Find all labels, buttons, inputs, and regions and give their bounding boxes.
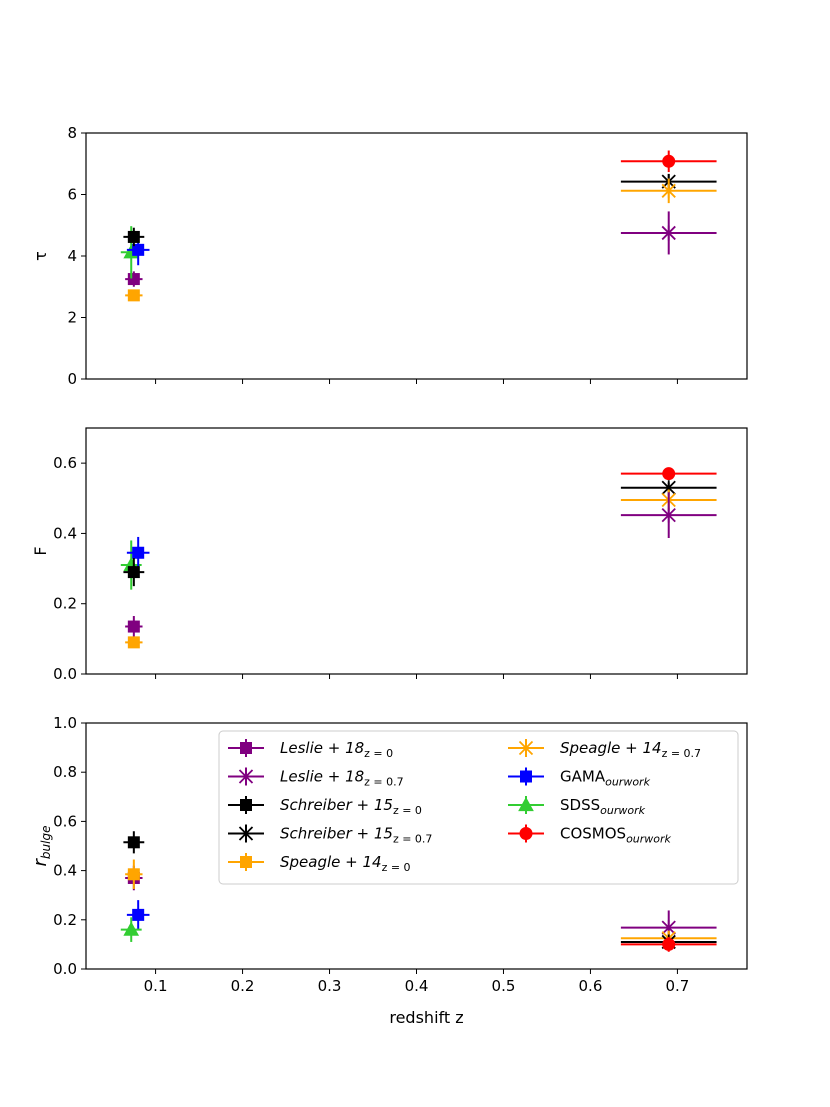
y-tick-label: 8 (67, 124, 77, 142)
legend-label: GAMAourwork (560, 768, 651, 789)
data-marker (661, 507, 676, 523)
point-rbulge-sdss (120, 917, 142, 942)
legend-item-sdss: SDSSourwork (508, 796, 646, 817)
y-tick-label: 0 (67, 370, 77, 388)
point-tau-speagle07 (620, 178, 717, 204)
legend-item-gama: GAMAourwork (508, 767, 651, 789)
point-tau-schreiber0 (123, 227, 145, 247)
point-rbulge-schreiber0 (123, 831, 145, 854)
data-marker (127, 566, 140, 579)
y-tick-label: 1.0 (53, 714, 77, 732)
legend-box (218, 730, 739, 885)
y-tick-label: 0.4 (53, 862, 77, 880)
rbulge-ylabel: rbulge (30, 826, 53, 867)
legend-marker (240, 742, 252, 754)
legend-marker (520, 770, 532, 783)
legend-label: Leslie + 18z = 0.7 (280, 768, 404, 789)
x-tick-label: 0.2 (231, 977, 255, 995)
legend-item-leslie0: Leslie + 18z = 0 (228, 739, 393, 760)
x-axis-label: redshift z (389, 1008, 463, 1027)
panel-rbulge: 0.1 0.2 0.3 0.4 0.5 0.6 0.7 0.0 0.2 0.4 0.6 0.8 1.0 r… (30, 714, 748, 995)
point-tau-leslie0 (125, 271, 143, 287)
panel-tau: 0 2 4 6 8 τ (31, 124, 748, 388)
data-marker (662, 154, 676, 168)
point-rbulge-speagle0 (125, 859, 143, 890)
legend-label: COSMOSourwork (560, 825, 672, 846)
legend-marker (518, 796, 534, 812)
F-ylabel: F (31, 546, 50, 555)
data-marker (127, 620, 140, 633)
y-tick-label: 4 (67, 247, 77, 265)
x-tick-label: 0.7 (665, 977, 689, 995)
data-marker (127, 289, 140, 302)
y-tick-label: 0.6 (53, 812, 77, 830)
data-marker (661, 225, 676, 241)
legend-item-schreiber07: Schreiber + 15z = 0.7 (228, 824, 432, 846)
legend-label: Schreiber + 15z = 0 (280, 796, 422, 817)
legend-item-schreiber0: Schreiber + 15z = 0 (228, 796, 422, 817)
legend-marker (519, 827, 533, 840)
y-tick-label: 0.8 (53, 763, 77, 781)
point-tau-leslie07 (620, 211, 717, 255)
x-tick-label: 0.5 (492, 977, 516, 995)
point-rbulge-gama (126, 900, 150, 930)
legend-label: Leslie + 18z = 0 (280, 739, 393, 760)
point-tau-speagle0 (125, 289, 143, 302)
y-tick-label: 0.4 (53, 524, 77, 542)
data-marker (127, 636, 140, 649)
y-tick-label: 0.2 (53, 595, 77, 613)
point-rbulge-cosmos (620, 937, 717, 952)
panel-F: 0.0 0.2 0.4 0.6 F (31, 427, 748, 683)
point-F-cosmos (620, 467, 717, 481)
data-marker (127, 836, 140, 849)
legend-marker (238, 826, 254, 841)
y-tick-label: 2 (67, 309, 77, 327)
data-marker (662, 467, 676, 481)
x-tick-label: 0.6 (579, 977, 603, 995)
legend-marker (240, 799, 252, 811)
legend-item-speagle07: Speagle + 14z = 0.7 (508, 739, 701, 760)
point-F-leslie0 (125, 616, 143, 638)
x-tick-label: 0.3 (318, 977, 342, 995)
point-F-speagle0 (125, 636, 143, 649)
data-marker (132, 243, 145, 256)
point-F-schreiber07 (620, 480, 717, 496)
legend-item-cosmos: COSMOSourwork (508, 824, 672, 846)
y-tick-label: 0.6 (53, 454, 77, 472)
legend-marker (240, 856, 252, 868)
y-tick-label: 0.0 (53, 665, 77, 683)
data-marker (132, 546, 145, 559)
y-tick-label: 0.2 (53, 911, 77, 929)
legend-marker (518, 740, 534, 756)
data-marker (127, 273, 140, 286)
legend-marker (238, 769, 254, 784)
data-marker (662, 937, 676, 951)
F-axes-frame (85, 427, 748, 675)
point-F-schreiber0 (123, 558, 145, 587)
data-marker (132, 908, 145, 921)
legend-label: Speagle + 14z = 0.7 (560, 739, 701, 760)
legend-label: Speagle + 14z = 0 (280, 853, 411, 874)
data-marker (123, 921, 140, 936)
y-tick-label: 6 (67, 186, 77, 204)
data-marker (127, 230, 140, 243)
data-marker (661, 183, 676, 199)
legend: Leslie + 18z = 0 Leslie + 18z = 0.7 Schrei… (218, 730, 739, 885)
tau-ylabel: τ (31, 251, 50, 261)
x-tick-label: 0.1 (144, 977, 168, 995)
tau-axes-frame (85, 132, 748, 380)
point-tau-cosmos (620, 150, 717, 173)
x-tick-label: 0.4 (405, 977, 429, 995)
legend-item-leslie07: Leslie + 18z = 0.7 (228, 767, 404, 789)
point-F-gama (126, 536, 150, 569)
rbulge-axes-frame (85, 722, 748, 970)
y-tick-label: 0.0 (53, 960, 77, 978)
data-marker (127, 868, 140, 881)
point-F-leslie07 (620, 492, 717, 538)
legend-label: Schreiber + 15z = 0.7 (280, 825, 432, 846)
legend-label: SDSSourwork (560, 796, 646, 817)
legend-item-speagle0: Speagle + 14z = 0 (228, 853, 411, 874)
